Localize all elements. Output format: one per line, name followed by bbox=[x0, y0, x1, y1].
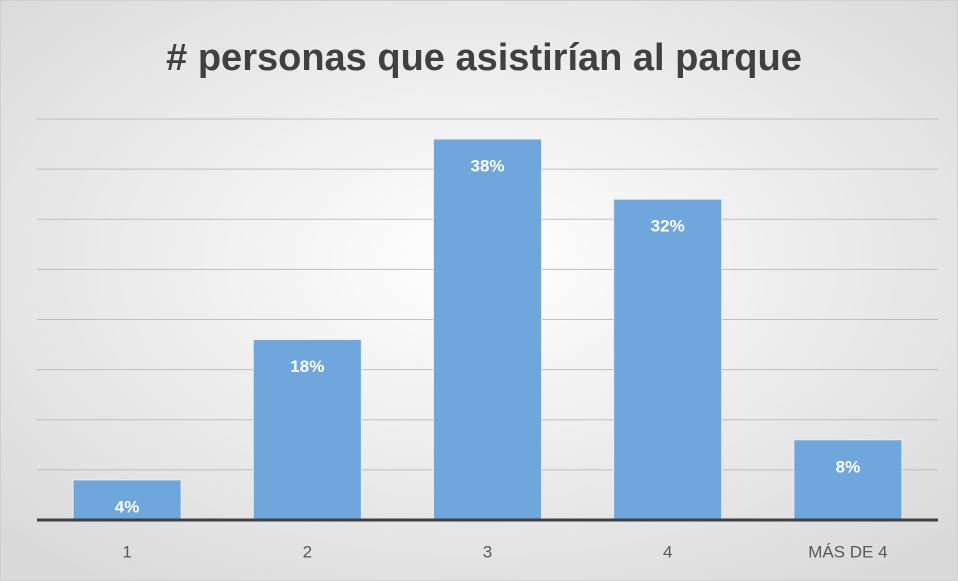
x-tick-label: 1 bbox=[122, 542, 131, 561]
x-tick-label: 3 bbox=[483, 542, 492, 561]
data-label: 38% bbox=[470, 157, 504, 176]
x-tick-label: MÁS DE 4 bbox=[808, 542, 887, 561]
data-label: 18% bbox=[290, 357, 324, 376]
data-label: 8% bbox=[836, 457, 861, 476]
bar bbox=[793, 439, 903, 521]
x-tick-label: 4 bbox=[663, 542, 672, 561]
x-tick-label: 2 bbox=[303, 542, 312, 561]
bar bbox=[432, 138, 543, 521]
chart-title: # personas que asistirían al parque bbox=[166, 37, 802, 79]
data-label: 32% bbox=[651, 217, 685, 236]
data-label: 4% bbox=[115, 497, 140, 516]
bar bbox=[613, 198, 723, 521]
